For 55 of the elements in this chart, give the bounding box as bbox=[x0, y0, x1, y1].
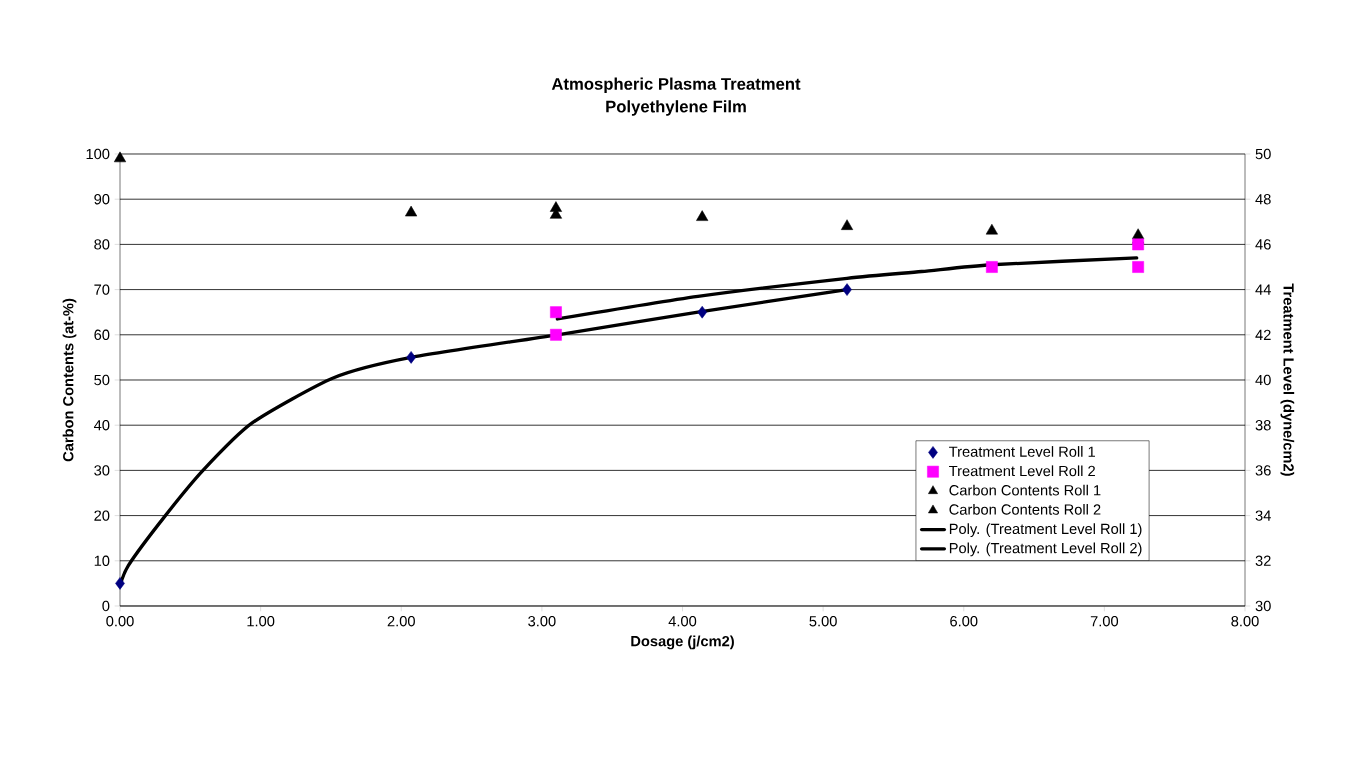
y-tick-label: 70 bbox=[94, 284, 110, 295]
legend-label: Carbon Contents Roll 2 bbox=[949, 503, 1101, 515]
point bbox=[985, 223, 998, 235]
point bbox=[406, 351, 416, 364]
point bbox=[986, 261, 998, 273]
legend-label: Treatment Level Roll 1 bbox=[949, 446, 1095, 457]
y-tick-label: 30 bbox=[94, 465, 110, 476]
x-tick-label: 3.00 bbox=[528, 616, 556, 627]
x-tick-label: 2.00 bbox=[387, 616, 415, 627]
y-tick-label: 50 bbox=[94, 374, 110, 386]
y2-tick-label: 34 bbox=[1255, 510, 1271, 521]
y2-tick-label: 32 bbox=[1255, 555, 1271, 566]
point bbox=[115, 577, 125, 590]
point bbox=[697, 305, 707, 319]
x-tick-label: 5.00 bbox=[809, 616, 837, 627]
point bbox=[550, 328, 562, 341]
y-axis-title: Carbon Contents (at-%) bbox=[62, 298, 77, 462]
chart-title: Atmospheric Plasma Treatment Polyethylene Film bbox=[551, 77, 801, 116]
legend-label: Poly. (Treatment Level Roll 2) bbox=[949, 542, 1142, 557]
y-tick-label: 10 bbox=[94, 555, 110, 566]
y-tick-label: 80 bbox=[94, 239, 110, 250]
x-tick-label: 0.00 bbox=[106, 616, 134, 627]
y2-tick-label: 42 bbox=[1255, 329, 1271, 340]
x-tick-label: 8.00 bbox=[1231, 616, 1259, 627]
point bbox=[842, 283, 852, 296]
y-tick-label: 90 bbox=[94, 194, 110, 205]
point bbox=[550, 306, 562, 319]
legend-label: Poly. (Treatment Level Roll 1) bbox=[949, 523, 1142, 537]
point bbox=[1132, 238, 1144, 251]
y2-tick-label: 44 bbox=[1255, 284, 1271, 295]
y-tick-label: 100 bbox=[86, 148, 110, 160]
y2-tick-label: 40 bbox=[1255, 374, 1271, 386]
y2-tick-label: 30 bbox=[1255, 600, 1271, 612]
point bbox=[840, 219, 854, 230]
y2-tick-label: 50 bbox=[1255, 148, 1271, 160]
y2-axis-title: Treatment Level (dyne/cm2) bbox=[1280, 283, 1295, 476]
y2-tick-label: 46 bbox=[1255, 239, 1271, 250]
y2-tick-label: 36 bbox=[1255, 465, 1271, 476]
x-tick-label: 7.00 bbox=[1090, 616, 1119, 627]
y-tick-label: 40 bbox=[93, 420, 110, 431]
y2-tick-label: 48 bbox=[1255, 194, 1271, 205]
x-tick-label: 6.00 bbox=[950, 616, 978, 627]
y2-tick-label: 38 bbox=[1255, 420, 1271, 431]
y-tick-label: 0 bbox=[102, 600, 110, 612]
point bbox=[1132, 261, 1144, 273]
point bbox=[405, 205, 418, 217]
legend-label: Treatment Level Roll 2 bbox=[949, 465, 1095, 477]
x-tick-label: 1.00 bbox=[247, 616, 275, 627]
x-axis-title: Dosage (j/cm2) bbox=[631, 635, 734, 650]
point bbox=[696, 210, 709, 221]
point bbox=[113, 151, 127, 163]
y-tick-label: 60 bbox=[94, 329, 110, 340]
x-tick-label: 4.00 bbox=[668, 616, 697, 627]
legend-label: Carbon Contents Roll 1 bbox=[949, 484, 1101, 496]
y-tick-label: 20 bbox=[94, 510, 110, 521]
